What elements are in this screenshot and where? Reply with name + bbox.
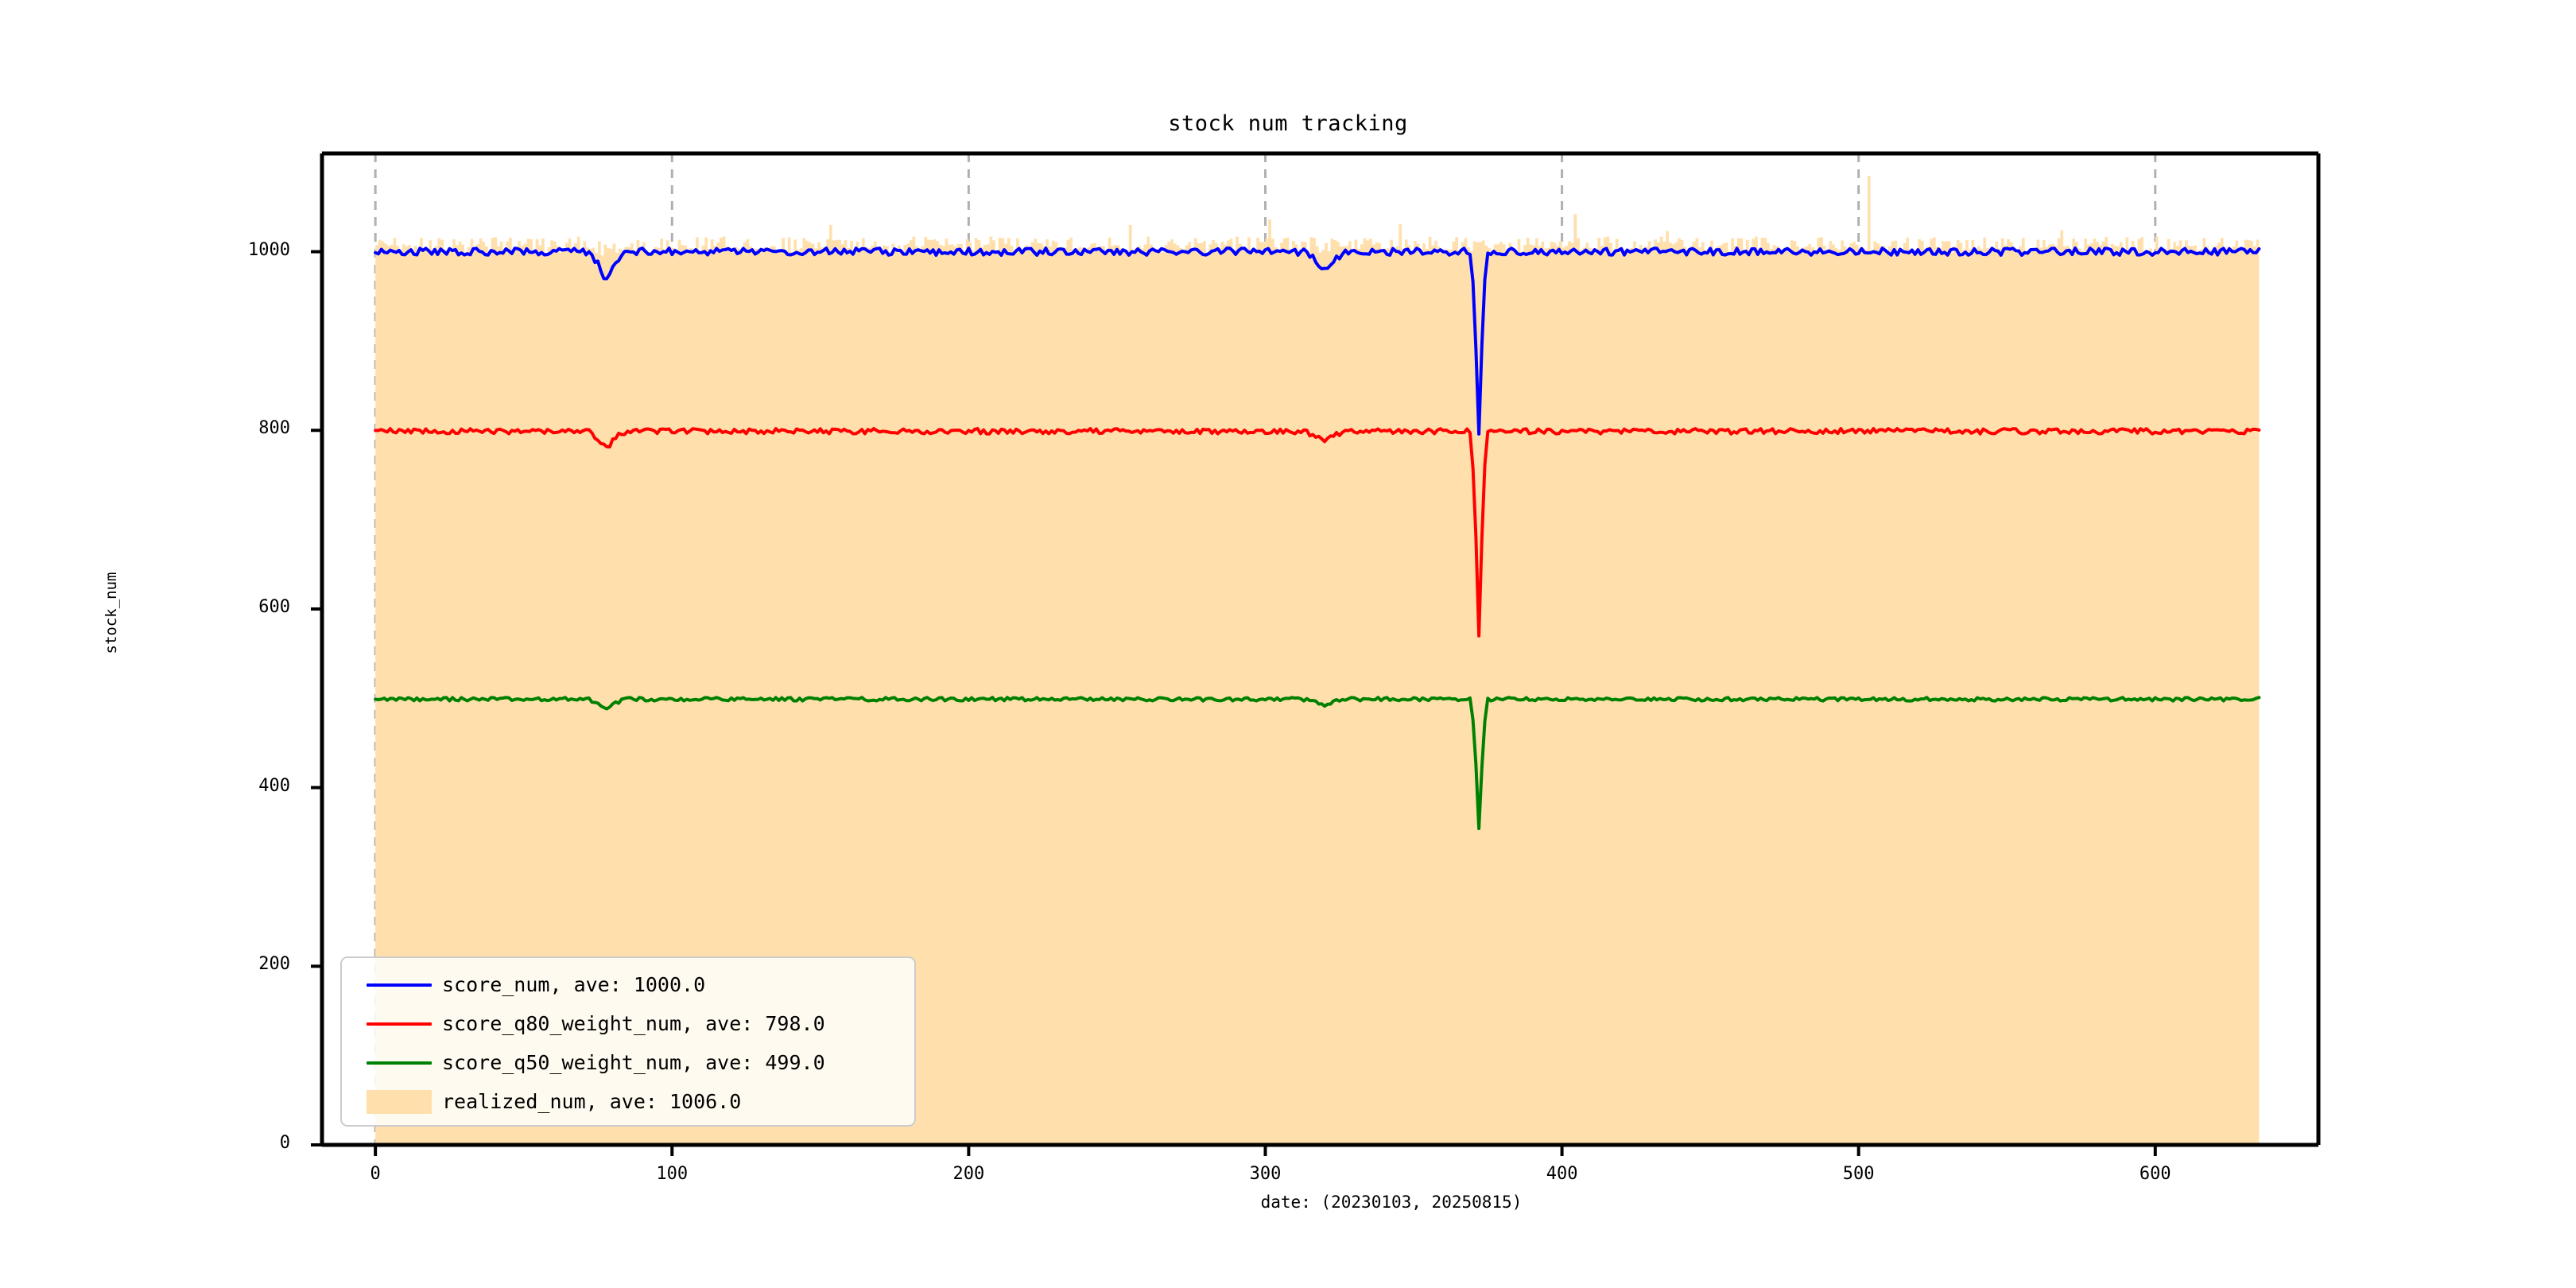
legend-swatch <box>356 1089 442 1114</box>
legend-line-icon <box>367 983 432 987</box>
y-tick-label: 600 <box>258 596 290 617</box>
line-series-score-q80-weight-num <box>374 427 2261 638</box>
legend-entry-label: score_q80_weight_num, ave: 798.0 <box>442 1012 825 1035</box>
legend-area-patch-icon <box>367 1089 432 1114</box>
legend-entry-label: score_num, ave: 1000.0 <box>442 973 706 996</box>
legend-entry-label: realized_num, ave: 1006.0 <box>442 1090 742 1113</box>
x-tick-label: 500 <box>1842 1164 1875 1184</box>
legend-entry[interactable]: score_q80_weight_num, ave: 798.0 <box>342 1004 914 1043</box>
legend-entry[interactable]: score_num, ave: 1000.0 <box>342 965 914 1004</box>
line-series-score-num <box>374 246 2261 436</box>
area-series-realized-num <box>375 176 2260 1146</box>
line-series-score-q50-weight-num <box>374 696 2261 831</box>
y-tick-label: 0 <box>279 1133 290 1153</box>
legend-swatch <box>356 1022 442 1026</box>
y-tick-label: 1000 <box>248 239 290 260</box>
y-tick-label: 800 <box>258 418 290 439</box>
legend-line-icon <box>367 1061 432 1065</box>
x-axis-label: date: (20230103, 20250815) <box>1260 1193 1523 1212</box>
x-tick-label: 600 <box>2139 1164 2171 1184</box>
x-tick-label: 300 <box>1249 1164 1282 1184</box>
y-tick-label: 200 <box>258 954 290 975</box>
legend-swatch <box>356 1061 442 1065</box>
legend-entry[interactable]: score_q50_weight_num, ave: 499.0 <box>342 1043 914 1082</box>
legend-entry[interactable]: realized_num, ave: 1006.0 <box>342 1082 914 1121</box>
legend-line-icon <box>367 1022 432 1026</box>
legend-swatch <box>356 983 442 987</box>
x-tick-label: 0 <box>370 1164 381 1184</box>
chart-legend[interactable]: score_num, ave: 1000.0 score_q80_weight_n… <box>340 956 916 1127</box>
x-tick-label: 100 <box>656 1164 689 1184</box>
legend-entry-label: score_q50_weight_num, ave: 499.0 <box>442 1051 825 1074</box>
x-tick-label: 200 <box>952 1164 985 1184</box>
chart-title: stock num tracking <box>1168 111 1408 136</box>
x-tick-label: 400 <box>1546 1164 1578 1184</box>
y-tick-label: 400 <box>258 775 290 796</box>
